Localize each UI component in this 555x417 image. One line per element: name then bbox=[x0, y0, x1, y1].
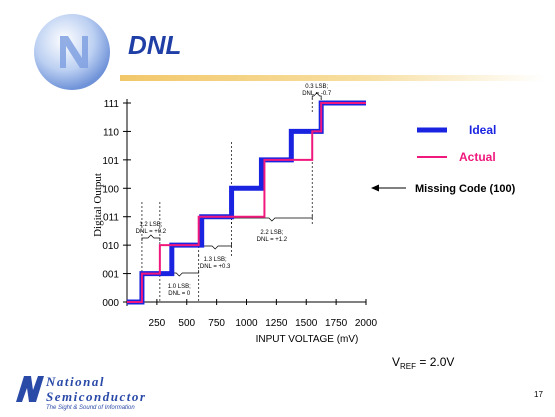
y-axis-title: Digital Output bbox=[92, 173, 104, 237]
annotation-label: DNL = +1.2 bbox=[257, 237, 288, 243]
annotation-label: DNL = +0.2 bbox=[136, 229, 167, 235]
vref-subscript: REF bbox=[400, 362, 417, 371]
series-line-actual bbox=[127, 102, 366, 303]
slide-title: DNL bbox=[128, 30, 182, 60]
annotation-label: 0.3 LSB; bbox=[305, 84, 328, 90]
annotation-brace bbox=[141, 234, 161, 241]
x-tick-label: 500 bbox=[178, 318, 195, 329]
annotation-label: DNL = -0.7 bbox=[302, 91, 332, 97]
annotation-label: 1.3 LSB; bbox=[204, 257, 227, 263]
y-tick-label: 100 bbox=[102, 184, 119, 195]
y-tick-label: 000 bbox=[102, 298, 119, 309]
annotation-label: 1.0 LSB; bbox=[168, 284, 191, 290]
callout-arrow-head-icon bbox=[371, 184, 379, 192]
vref-label: VREF = 2.0V bbox=[392, 355, 454, 371]
y-tick-label: 101 bbox=[102, 156, 119, 167]
legend-label-actual: Actual bbox=[459, 150, 496, 164]
x-tick-label: 2000 bbox=[355, 318, 378, 329]
missing-code-callout: Missing Code (100) bbox=[415, 183, 516, 195]
national-logo-icon bbox=[14, 372, 46, 411]
vref-value: = 2.0V bbox=[416, 355, 455, 369]
annotation-label: DNL = 0 bbox=[168, 291, 191, 297]
series-line-ideal bbox=[127, 100, 366, 305]
title-underline bbox=[120, 75, 545, 81]
x-tick-label: 250 bbox=[149, 318, 166, 329]
x-tick-label: 750 bbox=[208, 318, 225, 329]
y-tick-label: 001 bbox=[102, 270, 119, 281]
footer-brand: National Semiconductor The Sight & Sound… bbox=[46, 374, 176, 411]
annotation-label: 2.2 LSB; bbox=[260, 230, 283, 236]
annotation-brace bbox=[311, 92, 322, 99]
vref-symbol: V bbox=[392, 355, 401, 369]
y-tick-label: 110 bbox=[103, 127, 119, 138]
brand-name-line2: Semiconductor bbox=[46, 389, 147, 404]
x-tick-label: 1250 bbox=[265, 318, 288, 329]
annotation-label: 1.2 LSB; bbox=[139, 222, 162, 228]
x-tick-label: 1750 bbox=[325, 318, 348, 329]
x-tick-label: 1500 bbox=[295, 318, 318, 329]
y-tick-label: 010 bbox=[102, 241, 119, 252]
globe-logo-icon bbox=[30, 10, 114, 99]
brand-name-line1: National bbox=[46, 374, 105, 389]
annotation-label: DNL = +0.3 bbox=[200, 264, 231, 270]
x-axis-title: INPUT VOLTAGE (mV) bbox=[256, 334, 359, 345]
legend-label-ideal: Ideal bbox=[469, 123, 496, 137]
x-tick-label: 1000 bbox=[235, 318, 258, 329]
y-tick-label: 111 bbox=[104, 99, 120, 110]
y-tick-label: 011 bbox=[103, 213, 119, 224]
brand-tagline: The Sight & Sound of Information bbox=[46, 405, 135, 411]
page-number: 17 bbox=[534, 390, 543, 399]
